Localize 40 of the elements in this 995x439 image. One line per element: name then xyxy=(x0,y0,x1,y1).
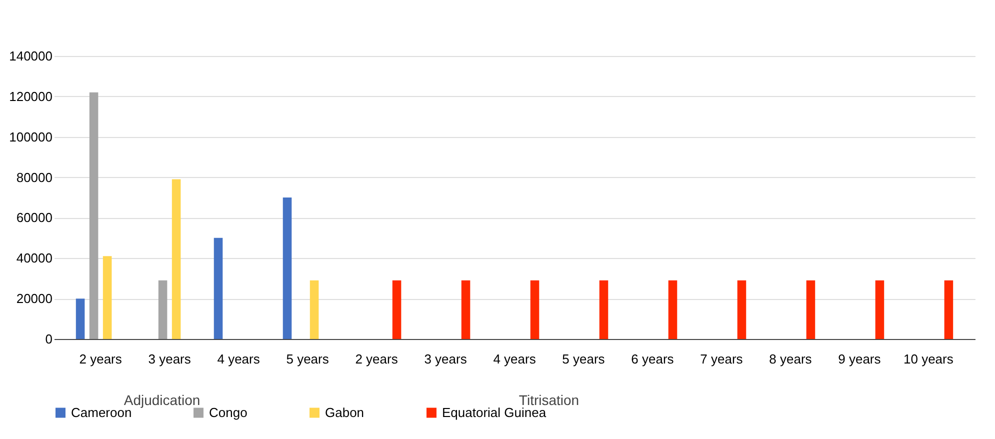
y-tick-label: 120000 xyxy=(9,88,52,104)
x-tick-label: 7 years xyxy=(700,352,744,366)
bar xyxy=(875,280,884,339)
bar xyxy=(668,280,678,339)
x-tick-label: 3 years xyxy=(424,352,468,366)
x-tick-label: 3 years xyxy=(148,352,192,366)
bar xyxy=(158,280,168,339)
bar xyxy=(310,280,319,339)
bar xyxy=(282,198,292,339)
bar xyxy=(102,256,112,339)
y-tick-label: 140000 xyxy=(9,48,52,64)
bar xyxy=(214,238,223,339)
bar xyxy=(599,280,608,339)
x-tick-label: 6 years xyxy=(631,352,674,366)
y-tick-label: 80000 xyxy=(16,170,52,185)
x-tick-label: 5 years xyxy=(562,352,606,366)
x-tick-label: 4 years xyxy=(493,352,536,366)
bar xyxy=(89,92,98,339)
y-tick-label: 100000 xyxy=(9,129,52,144)
bar xyxy=(76,298,85,339)
x-tick-label: 4 years xyxy=(217,352,260,366)
x-tick-label: 10 years xyxy=(903,352,954,366)
bar xyxy=(530,280,540,339)
bar xyxy=(806,280,816,339)
bar xyxy=(944,280,954,339)
x-tick-label: 2 years xyxy=(79,352,122,366)
y-tick-label: 60000 xyxy=(16,210,52,226)
bar xyxy=(392,280,402,339)
x-tick-label: 9 years xyxy=(838,352,882,366)
bar xyxy=(172,179,181,339)
bar xyxy=(737,280,746,339)
x-tick-label: 2 years xyxy=(355,352,398,366)
legend-label: Gabon xyxy=(325,404,364,420)
legend-label: Congo xyxy=(209,404,248,420)
x-tick-label: 8 years xyxy=(769,352,812,366)
y-tick-label: 40000 xyxy=(16,250,52,266)
y-tick-label: 20000 xyxy=(16,291,52,306)
bar xyxy=(461,280,470,339)
y-tick-label: 0 xyxy=(45,332,52,346)
x-tick-label: 5 years xyxy=(286,352,330,366)
